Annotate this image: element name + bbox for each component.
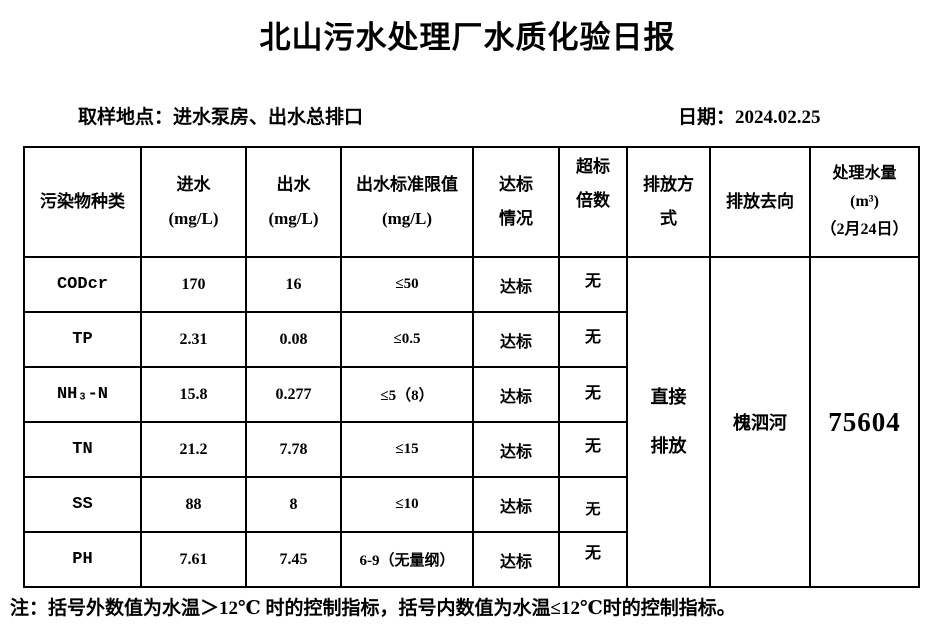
outlet-value-cell: 7.78 bbox=[245, 421, 342, 478]
header-limit: 出水标准限值 (mg/L) bbox=[340, 146, 474, 258]
header-outlet: 出水 (mg/L) bbox=[245, 146, 342, 258]
compliance-cell: 达标 bbox=[472, 366, 560, 423]
outlet-value-cell: 0.277 bbox=[245, 366, 342, 423]
compliance-cell: 达标 bbox=[472, 311, 560, 368]
compliance-cell: 达标 bbox=[472, 421, 560, 478]
limit-value-cell: ≤5（8） bbox=[340, 366, 474, 423]
header-compliance: 达标 情况 bbox=[472, 146, 560, 258]
inlet-value-cell: 15.8 bbox=[140, 366, 247, 423]
exceed-value: 无 bbox=[584, 272, 601, 290]
exceed-value: 无 bbox=[584, 328, 601, 346]
table-row-nh3n: NH₃-N 15.8 0.277 ≤5（8） 达标 无 bbox=[23, 366, 919, 423]
pollutant-cell: SS bbox=[23, 476, 142, 533]
report-date-label: 日期：2024.02.25 bbox=[678, 107, 821, 128]
exceed-multiple-cell: 无 bbox=[558, 366, 628, 423]
inlet-value-cell: 170 bbox=[140, 256, 247, 313]
treated-volume-cell: 75604 bbox=[809, 256, 920, 588]
inlet-value-cell: 21.2 bbox=[140, 421, 247, 478]
exceed-multiple-cell: 无 bbox=[558, 531, 628, 588]
table-row-ss: SS 88 8 ≤10 达标 无 bbox=[23, 476, 919, 533]
limit-value-cell: 6-9（无量纲） bbox=[340, 531, 474, 588]
compliance-cell: 达标 bbox=[472, 256, 560, 313]
header-exceed-multiple: 超标 倍数 bbox=[558, 146, 628, 258]
discharge-mode-cell: 直接 排放 bbox=[626, 256, 711, 588]
header-treated-volume: 处理水量 (m³) （2月24日） bbox=[809, 146, 920, 258]
outlet-value-cell: 16 bbox=[245, 256, 342, 313]
sampling-location-label: 取样地点：进水泵房、出水总排口 bbox=[78, 107, 364, 128]
table-row-ph: PH 7.61 7.45 6-9（无量纲） 达标 无 bbox=[23, 531, 919, 588]
limit-value-cell: ≤15 bbox=[340, 421, 474, 478]
outlet-value-cell: 7.45 bbox=[245, 531, 342, 588]
header-pollutant: 污染物种类 bbox=[23, 146, 142, 258]
exceed-multiple-cell: 无 bbox=[558, 256, 628, 313]
compliance-cell: 达标 bbox=[472, 531, 560, 588]
table-row-tp: TP 2.31 0.08 ≤0.5 达标 无 bbox=[23, 311, 919, 368]
exceed-value: 无 bbox=[585, 502, 601, 518]
exceed-multiple-cell: 无 bbox=[558, 421, 628, 478]
table-row-codcr: CODcr 170 16 ≤50 达标 无 直接 排放 槐泗河 75604 bbox=[23, 256, 920, 588]
header-discharge-mode: 排放方 式 bbox=[626, 146, 711, 258]
limit-value-cell: ≤10 bbox=[340, 476, 474, 533]
discharge-destination-cell: 槐泗河 bbox=[709, 256, 811, 588]
exceed-value: 无 bbox=[584, 384, 601, 402]
pollutant-cell: PH bbox=[23, 531, 142, 588]
limit-value-cell: ≤0.5 bbox=[340, 311, 474, 368]
inlet-value-cell: 88 bbox=[140, 476, 247, 533]
limit-value-cell: ≤50 bbox=[340, 256, 474, 313]
outlet-value-cell: 8 bbox=[245, 476, 342, 533]
inlet-value-cell: 7.61 bbox=[140, 531, 247, 588]
pollutant-cell: CODcr bbox=[23, 256, 142, 313]
exceed-multiple-cell: 无 bbox=[558, 311, 628, 368]
exceed-value: 无 bbox=[584, 544, 601, 562]
header-row: 污染物种类 进水 (mg/L) 出水 (mg/L) 出水标准限值 (mg/L) … bbox=[23, 146, 920, 258]
pollutant-cell: TP bbox=[23, 311, 142, 368]
outlet-value-cell: 0.08 bbox=[245, 311, 342, 368]
header-inlet: 进水 (mg/L) bbox=[140, 146, 247, 258]
inlet-value-cell: 2.31 bbox=[140, 311, 247, 368]
table-row-tn: TN 21.2 7.78 ≤15 达标 无 bbox=[23, 421, 919, 478]
header-discharge-destination: 排放去向 bbox=[709, 146, 811, 258]
compliance-cell: 达标 bbox=[472, 476, 560, 533]
page-title: 北山污水处理厂水质化验日报 bbox=[259, 20, 676, 55]
exceed-multiple-cell: 无 bbox=[558, 476, 628, 533]
exceed-value: 无 bbox=[584, 437, 601, 455]
footnote: 注：括号外数值为水温＞12℃ 时的控制指标，括号内数值为水温≤12℃时的控制指标… bbox=[10, 598, 736, 619]
water-quality-table: 污染物种类 进水 (mg/L) 出水 (mg/L) 出水标准限值 (mg/L) … bbox=[23, 146, 920, 588]
pollutant-cell: NH₃-N bbox=[23, 366, 142, 423]
pollutant-cell: TN bbox=[23, 421, 142, 478]
